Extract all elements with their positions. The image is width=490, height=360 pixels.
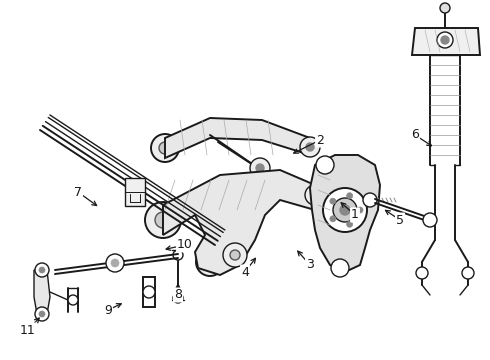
Circle shape bbox=[173, 293, 183, 303]
Text: 9: 9 bbox=[104, 303, 112, 316]
Circle shape bbox=[330, 216, 336, 222]
Circle shape bbox=[223, 243, 247, 267]
Circle shape bbox=[35, 307, 49, 321]
Circle shape bbox=[346, 193, 353, 199]
Circle shape bbox=[311, 191, 319, 199]
Circle shape bbox=[151, 134, 179, 162]
Circle shape bbox=[159, 142, 171, 154]
Circle shape bbox=[440, 3, 450, 13]
Circle shape bbox=[145, 202, 181, 238]
Circle shape bbox=[250, 158, 270, 178]
Circle shape bbox=[155, 212, 171, 228]
Circle shape bbox=[305, 185, 325, 205]
Circle shape bbox=[68, 295, 78, 305]
Circle shape bbox=[39, 311, 45, 317]
Circle shape bbox=[363, 193, 377, 207]
Circle shape bbox=[323, 188, 367, 232]
Circle shape bbox=[300, 137, 320, 157]
Circle shape bbox=[143, 286, 155, 298]
Text: 7: 7 bbox=[74, 185, 82, 198]
Text: 2: 2 bbox=[316, 134, 324, 147]
Circle shape bbox=[462, 267, 474, 279]
Text: 10: 10 bbox=[177, 238, 193, 252]
Circle shape bbox=[357, 207, 363, 213]
Text: 6: 6 bbox=[411, 129, 419, 141]
Polygon shape bbox=[412, 28, 480, 55]
Text: 11: 11 bbox=[20, 324, 36, 337]
Polygon shape bbox=[34, 270, 50, 314]
Text: 8: 8 bbox=[174, 288, 182, 302]
Circle shape bbox=[173, 250, 183, 260]
Circle shape bbox=[256, 164, 264, 172]
Circle shape bbox=[106, 254, 124, 272]
Circle shape bbox=[39, 267, 45, 273]
Circle shape bbox=[330, 198, 336, 204]
Circle shape bbox=[35, 263, 49, 277]
Text: 1: 1 bbox=[351, 208, 359, 221]
Circle shape bbox=[346, 221, 353, 227]
Circle shape bbox=[204, 256, 216, 268]
Circle shape bbox=[441, 36, 449, 44]
Polygon shape bbox=[165, 118, 310, 158]
Circle shape bbox=[111, 259, 119, 267]
Text: 3: 3 bbox=[306, 258, 314, 271]
Circle shape bbox=[333, 198, 357, 222]
Circle shape bbox=[416, 267, 428, 279]
Circle shape bbox=[306, 143, 314, 151]
Circle shape bbox=[316, 156, 334, 174]
Polygon shape bbox=[163, 170, 320, 275]
Circle shape bbox=[230, 250, 240, 260]
Polygon shape bbox=[125, 178, 145, 206]
Circle shape bbox=[423, 213, 437, 227]
Text: 4: 4 bbox=[241, 266, 249, 279]
Circle shape bbox=[196, 248, 224, 276]
Text: 5: 5 bbox=[396, 213, 404, 226]
Polygon shape bbox=[310, 155, 380, 272]
Circle shape bbox=[437, 32, 453, 48]
Circle shape bbox=[340, 205, 350, 215]
Circle shape bbox=[331, 259, 349, 277]
